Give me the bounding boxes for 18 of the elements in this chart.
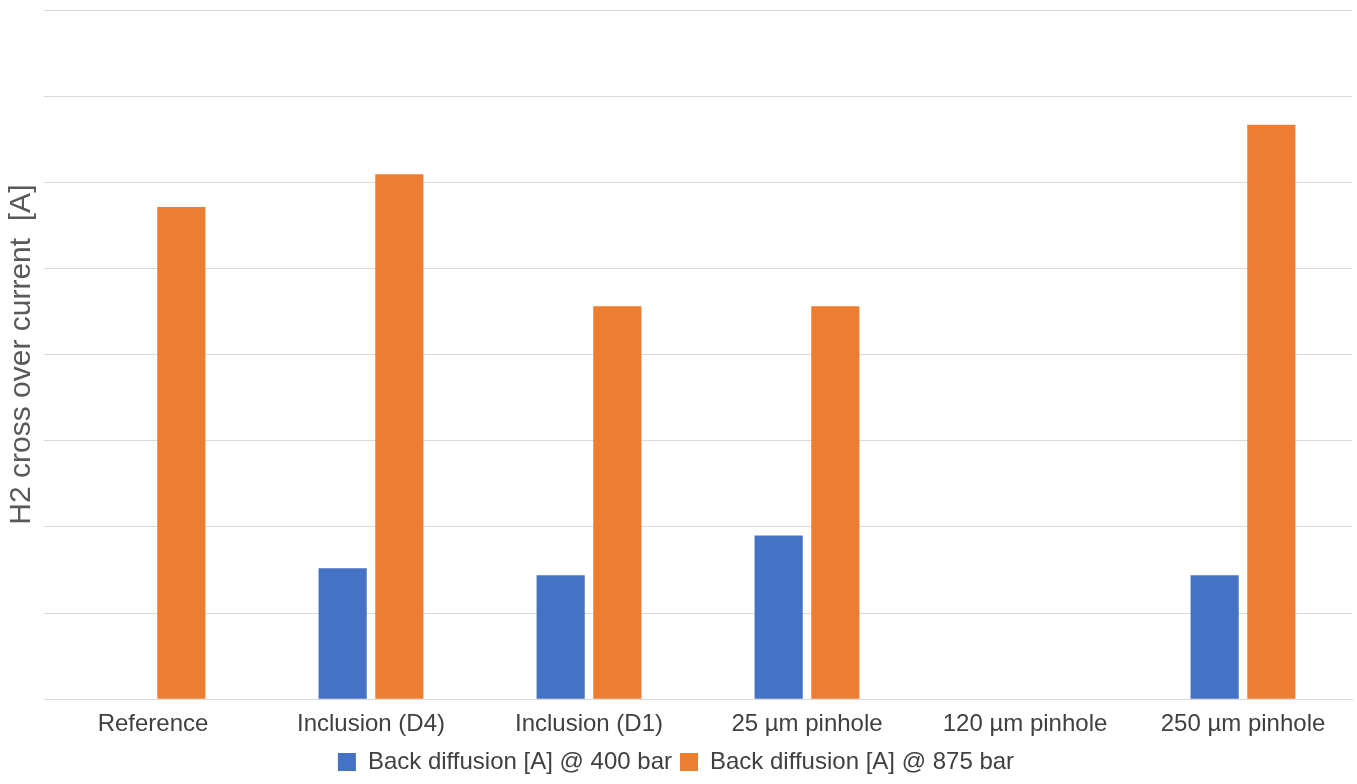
bar <box>536 575 585 699</box>
x-tick-label: Reference <box>97 709 209 737</box>
bar <box>1190 575 1239 699</box>
x-tick-label: Inclusion (D4) <box>296 709 446 737</box>
legend-label: Back diffusion [A] @ 875 bar <box>710 746 1015 774</box>
bar <box>1247 124 1296 699</box>
bar <box>593 306 642 699</box>
legend-label: Back diffusion [A] @ 400 bar <box>367 746 673 774</box>
x-tick-label: 250 µm pinhole <box>1160 709 1326 737</box>
x-tick-label: 25 µm pinhole <box>731 709 883 737</box>
y-axis-title: H2 cross over current [A] <box>3 184 37 525</box>
x-tick-label: Inclusion (D1) <box>514 709 664 737</box>
bar <box>157 207 206 699</box>
bar <box>318 568 367 699</box>
bar <box>375 174 424 699</box>
bar <box>811 306 860 699</box>
x-tick-label: 120 µm pinhole <box>942 709 1108 737</box>
bar <box>754 535 803 699</box>
